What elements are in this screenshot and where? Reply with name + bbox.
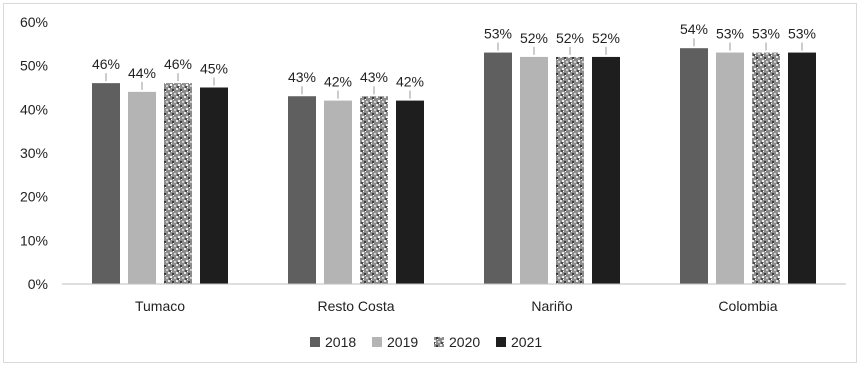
bar-2021 — [200, 87, 228, 284]
bar-2020 — [556, 56, 584, 284]
data-label: 54% — [680, 21, 708, 37]
bar-2020 — [360, 96, 388, 284]
legend-swatch-2020 — [434, 337, 444, 347]
y-tick-label: 0% — [28, 276, 48, 292]
data-label: 43% — [360, 69, 388, 85]
data-label: 44% — [128, 65, 156, 81]
bar-2018 — [680, 48, 708, 285]
legend: 2018 2019 2020 2021 — [310, 334, 542, 350]
data-label: 52% — [592, 30, 620, 46]
y-tick-label: 60% — [20, 14, 48, 30]
data-label: 42% — [396, 74, 424, 90]
chart-frame — [3, 3, 857, 363]
data-label: 46% — [164, 56, 192, 72]
bar-2019 — [128, 91, 156, 284]
data-label: 43% — [288, 69, 316, 85]
data-label: 53% — [484, 26, 512, 42]
legend-swatch-2019 — [372, 337, 382, 347]
data-label: 53% — [716, 26, 744, 42]
bar-2018 — [92, 83, 120, 284]
legend-swatch-2021 — [496, 337, 506, 347]
data-label: 45% — [200, 61, 228, 77]
bars — [92, 48, 816, 285]
data-label: 53% — [788, 26, 816, 42]
category-label: Tumaco — [135, 298, 185, 314]
legend-swatch-2018 — [310, 337, 320, 347]
bar-2020 — [752, 52, 780, 284]
legend-label: 2021 — [511, 334, 542, 350]
bar-2018 — [484, 52, 512, 284]
data-labels: 46% 44% 46% 45% 43% 42% 43% 42% 53% 52% 52% 52% 54% 5… — [92, 21, 816, 99]
bar-2021 — [788, 52, 816, 284]
y-tick-label: 30% — [20, 145, 48, 161]
legend-label: 2018 — [325, 334, 356, 350]
data-label: 53% — [752, 26, 780, 42]
y-tick-label: 40% — [20, 101, 48, 117]
y-axis: 0% 10% 20% 30% 40% 50% 60% — [20, 14, 48, 292]
legend-label: 2020 — [449, 334, 480, 350]
legend-label: 2019 — [387, 334, 418, 350]
bar-2021 — [396, 100, 424, 284]
category-label: Nariño — [531, 298, 572, 314]
data-label: 52% — [520, 30, 548, 46]
data-label: 42% — [324, 74, 352, 90]
bar-2018 — [288, 96, 316, 284]
bar-2019 — [324, 100, 352, 284]
y-tick-label: 20% — [20, 189, 48, 205]
data-label: 46% — [92, 56, 120, 72]
bar-2020 — [164, 83, 192, 284]
bar-2019 — [716, 52, 744, 284]
category-label: Colombia — [718, 298, 777, 314]
y-tick-label: 10% — [20, 232, 48, 248]
bar-2021 — [592, 56, 620, 284]
data-label: 52% — [556, 30, 584, 46]
bar-2019 — [520, 56, 548, 284]
x-axis: Tumaco Resto Costa Nariño Colombia — [135, 298, 778, 314]
category-label: Resto Costa — [317, 298, 394, 314]
y-tick-label: 50% — [20, 58, 48, 74]
